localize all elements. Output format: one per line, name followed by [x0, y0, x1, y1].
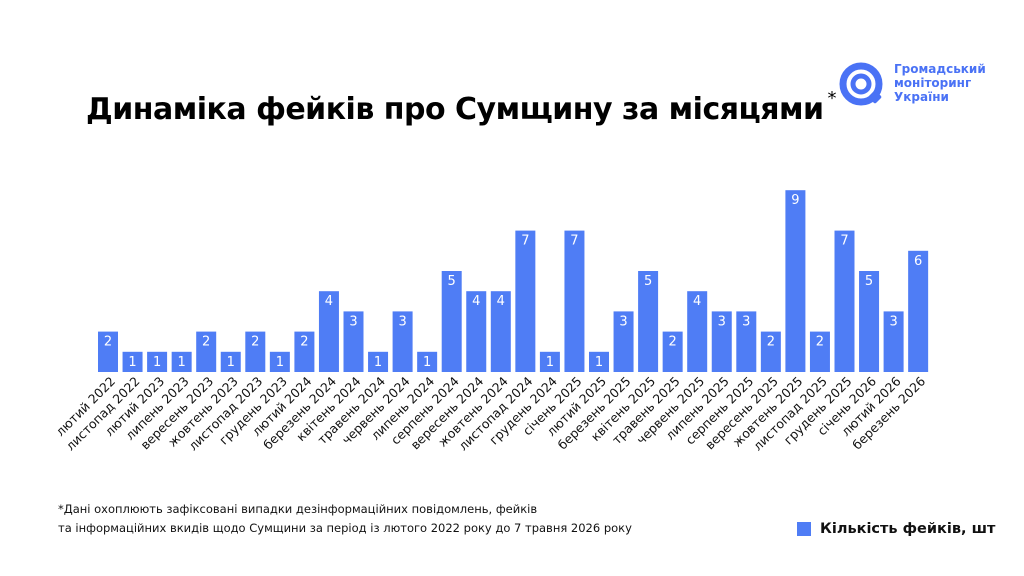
bar — [859, 271, 880, 372]
bar — [490, 291, 511, 372]
bar — [908, 250, 929, 372]
bar-value-label: 1 — [374, 355, 382, 370]
bar-value-label: 2 — [251, 335, 259, 350]
bar-value-label: 2 — [104, 335, 112, 350]
bar-value-label: 4 — [325, 294, 333, 309]
bar-value-label: 1 — [276, 355, 284, 370]
bar — [687, 291, 708, 372]
bar-value-label: 1 — [178, 355, 186, 370]
bar-value-label: 4 — [497, 294, 505, 309]
bar-value-label: 3 — [349, 314, 357, 329]
logo-line: України — [894, 90, 949, 104]
bar-value-label: 1 — [128, 355, 136, 370]
bar-value-label: 6 — [914, 254, 922, 269]
bar — [441, 271, 462, 372]
bar — [539, 351, 560, 372]
legend-label: Кількість фейків, шт — [820, 521, 996, 537]
bar — [245, 331, 266, 372]
footnote-line: *Дані охоплюють зафіксовані випадки дезі… — [58, 502, 538, 516]
bar — [343, 311, 364, 372]
bar — [662, 331, 683, 372]
bar-value-label: 2 — [767, 335, 775, 350]
bar — [736, 311, 757, 372]
logo-line: Громадський — [894, 62, 986, 76]
bar — [294, 331, 315, 372]
bar — [122, 351, 143, 372]
bar — [785, 190, 806, 372]
bar — [269, 351, 290, 372]
logo-line: моніторинг — [894, 76, 972, 90]
bar-value-label: 4 — [693, 294, 701, 309]
bar — [760, 331, 781, 372]
bar — [392, 311, 413, 372]
title-footnote-mark: * — [827, 88, 837, 109]
magnifier-ring-icon — [839, 62, 883, 106]
bar — [613, 311, 634, 372]
bar-value-label: 1 — [227, 355, 235, 370]
bar — [564, 230, 585, 372]
footnote: *Дані охоплюють зафіксовані випадки дезі… — [58, 500, 632, 538]
bar-value-label: 2 — [816, 335, 824, 350]
bar-value-label: 5 — [448, 274, 456, 289]
bar — [417, 351, 438, 372]
bar-value-label: 1 — [153, 355, 161, 370]
bar-value-label: 3 — [619, 314, 627, 329]
bar-value-label: 2 — [669, 335, 677, 350]
bar-value-label: 1 — [423, 355, 431, 370]
bar — [589, 351, 609, 372]
legend-swatch — [797, 522, 811, 536]
bar — [98, 331, 118, 372]
bar — [368, 351, 389, 372]
logo-text: Громадський моніторинг України — [894, 62, 1004, 104]
bar — [171, 351, 192, 372]
bar — [809, 331, 830, 372]
bar — [220, 351, 241, 372]
bar — [515, 230, 536, 372]
bar-value-label: 1 — [546, 355, 554, 370]
bar — [711, 311, 732, 372]
bar-value-label: 3 — [742, 314, 750, 329]
legend: Кількість фейків, шт — [797, 521, 995, 537]
bar — [834, 230, 855, 372]
bar-value-label: 7 — [570, 234, 578, 249]
bar-value-label: 2 — [300, 335, 308, 350]
bar-value-label: 7 — [521, 234, 529, 249]
bar — [883, 311, 904, 372]
chart-title: Динаміка фейків про Сумщину за місяцями * — [86, 88, 837, 127]
bar-value-label: 9 — [791, 193, 799, 208]
bar-value-label: 5 — [644, 274, 652, 289]
bar-value-label: 3 — [889, 314, 897, 329]
bar — [147, 351, 168, 372]
bar-value-label: 4 — [472, 294, 480, 309]
bar-value-label: 3 — [398, 314, 406, 329]
organization-logo: Громадський моніторинг України — [838, 60, 998, 116]
bar — [196, 331, 217, 372]
chart-title-text: Динаміка фейків про Сумщину за місяцями — [86, 92, 824, 127]
footnote-line: та інформаційних вкидів щодо Сумщини за … — [58, 521, 632, 535]
bar — [318, 291, 339, 372]
bar-value-label: 5 — [865, 274, 873, 289]
bar-value-label: 2 — [202, 335, 210, 350]
bar — [638, 271, 659, 372]
bar-value-label: 3 — [718, 314, 726, 329]
bar — [466, 291, 487, 372]
bar-value-label: 1 — [595, 355, 603, 370]
bar-value-label: 7 — [840, 234, 848, 249]
